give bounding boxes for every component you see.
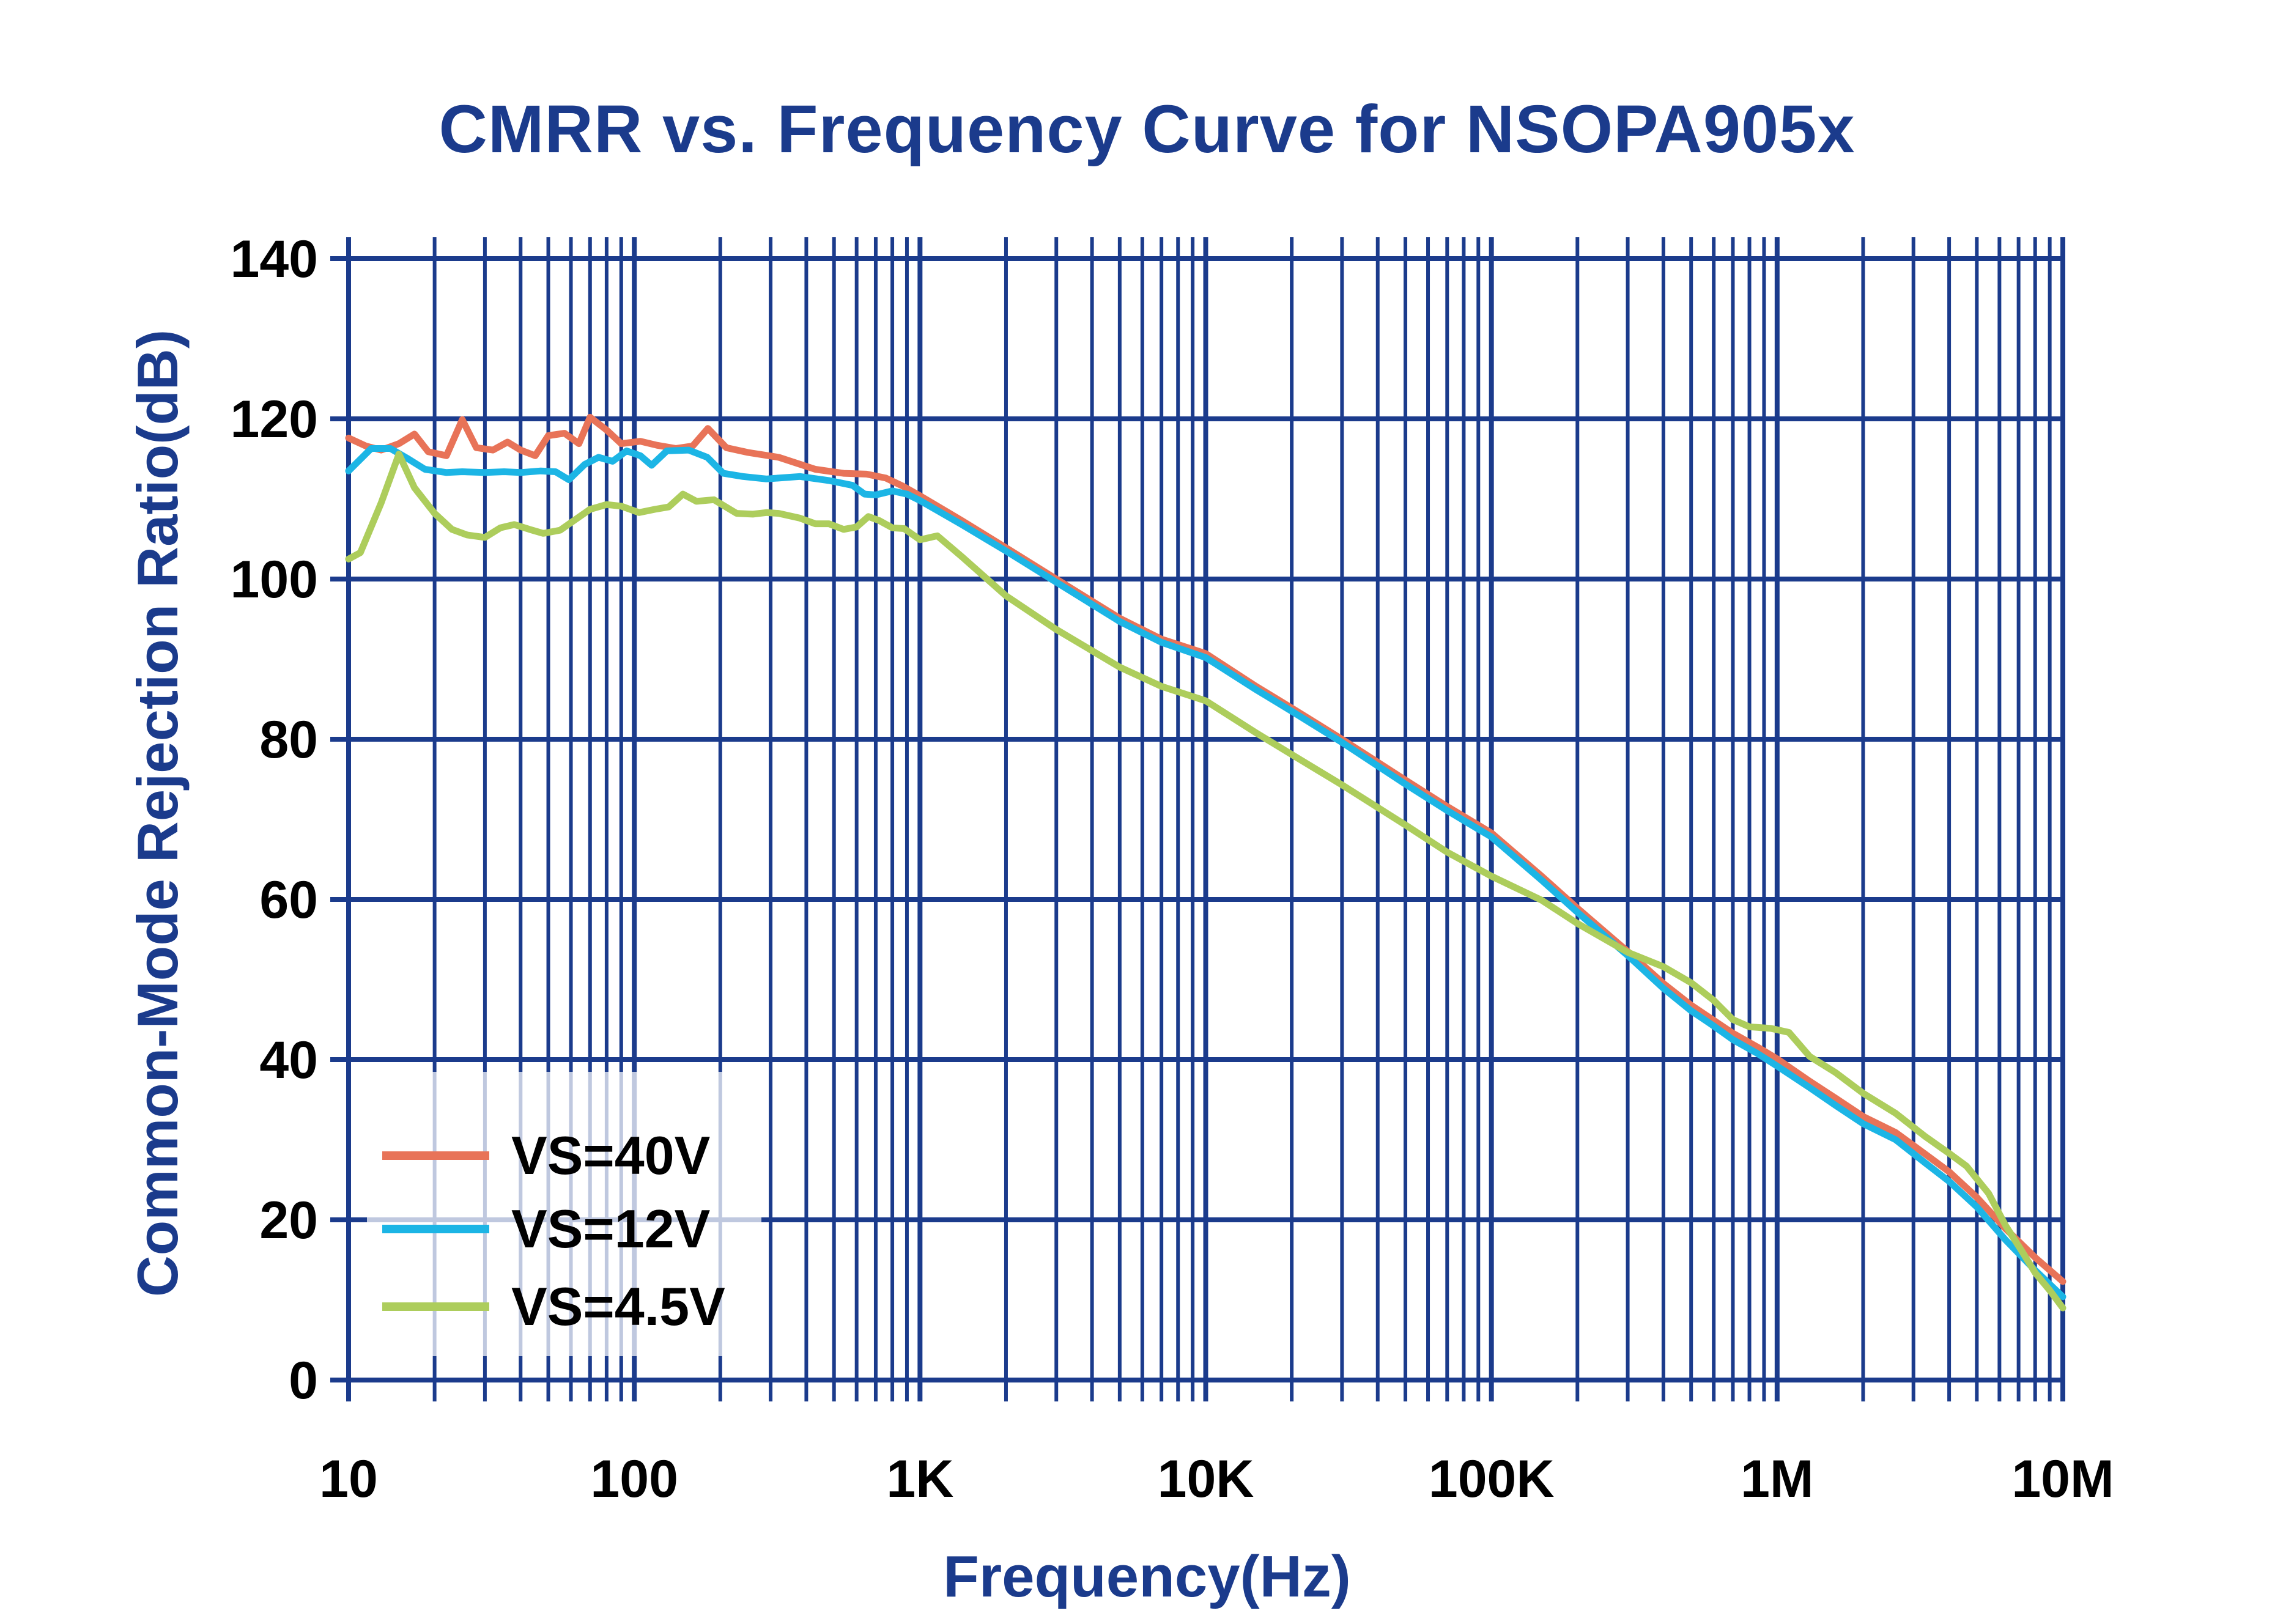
x-tick-label: 100 [590,1450,678,1508]
y-tick-label: 80 [259,711,318,769]
legend-label-vs12v: VS=12V [511,1198,711,1259]
x-tick-label: 1M [1741,1450,1813,1508]
x-tick-label: 1K [886,1450,953,1508]
x-tick-label: 10M [2011,1450,2114,1508]
legend-item-vs45v: VS=4.5V [382,1270,725,1343]
y-tick-label: 120 [231,390,319,449]
x-axis-tick-labels: 10 100 1K 10K 100K 1M 10M [319,1450,2114,1508]
y-axis-tick-labels: 0 20 40 60 80 100 120 140 [231,230,319,1410]
data-curves [345,413,2066,1312]
legend-swatch-vs12v [382,1225,489,1233]
x-axis-title: Frequency(Hz) [943,1544,1351,1609]
curve-vs-40v [345,413,2066,1285]
y-tick-label: 40 [259,1031,318,1090]
curve-vs-12v [345,445,2066,1301]
y-tick-label: 60 [259,871,318,929]
legend-item-vs40v: VS=40V [382,1119,710,1192]
legend-label-vs45v: VS=4.5V [511,1276,725,1337]
y-tick-label: 0 [289,1351,318,1410]
x-tick-label: 10 [319,1450,378,1508]
y-tick-label: 140 [231,230,319,289]
legend: VS=40V VS=12V VS=4.5V [367,1072,761,1356]
legend-item-vs12v: VS=12V [382,1192,710,1266]
y-tick-label: 20 [259,1191,318,1250]
y-axis-title: Common-Mode Rejection Ratio(dB) [125,329,190,1297]
y-tick-label: 100 [231,550,319,609]
legend-swatch-vs40v [382,1151,489,1160]
legend-label-vs40v: VS=40V [511,1125,711,1186]
legend-swatch-vs45v [382,1302,489,1311]
x-tick-label: 100K [1429,1450,1555,1508]
x-tick-label: 10K [1158,1450,1254,1508]
curve-vs-4-5v [345,451,2066,1312]
page-title: CMRR vs. Frequency Curve for NSOPA905x [438,92,1856,167]
